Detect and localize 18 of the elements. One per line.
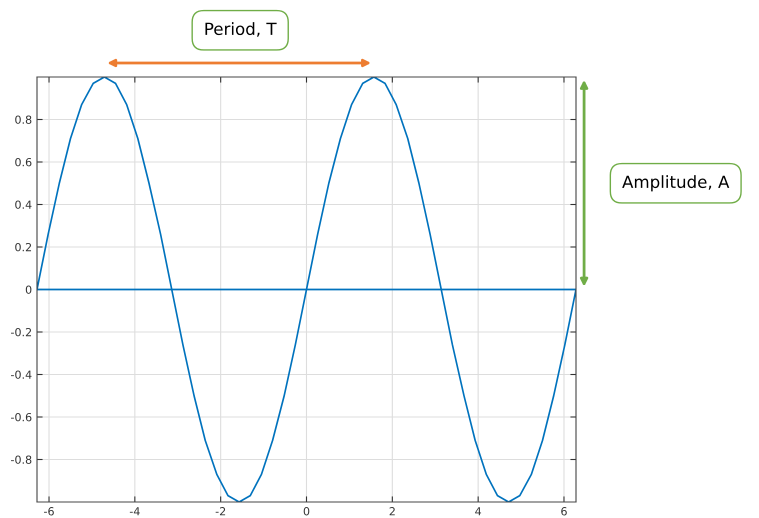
text: Period, T <box>205 22 277 37</box>
x-tick-label: -4 <box>130 507 140 516</box>
y-tick-label: 0.2 <box>15 242 32 252</box>
text: Amplitude, A <box>622 175 730 192</box>
x-tick-label: 6 <box>561 507 567 516</box>
y-tick-label: -0.2 <box>11 328 32 336</box>
y-tick-label: -0.4 <box>11 370 32 379</box>
y-tick-label: -0.8 <box>11 455 32 464</box>
y-tick-label: 0.6 <box>15 158 32 166</box>
y-tick-label: 0 <box>26 285 32 294</box>
y-tick-label: -0.6 <box>11 412 32 422</box>
x-tick-label: -2 <box>216 507 226 516</box>
x-tick-label: -6 <box>44 507 54 516</box>
y-tick-label: 0.4 <box>15 200 32 209</box>
x-tick-label: 2 <box>390 507 395 516</box>
x-tick-label: 4 <box>475 507 482 516</box>
y-tick-label: 0.8 <box>15 115 32 124</box>
x-tick-label: 0 <box>304 507 310 516</box>
